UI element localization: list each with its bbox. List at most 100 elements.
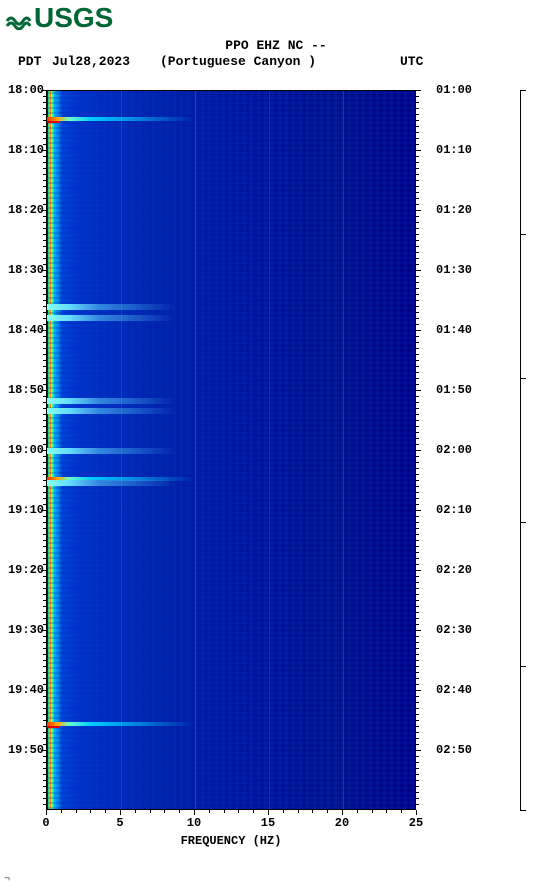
y-minor-tick xyxy=(43,120,46,121)
y-tick-mark xyxy=(41,690,46,691)
y-minor-tick xyxy=(416,732,419,733)
y-minor-tick xyxy=(416,354,419,355)
y-tick-mark xyxy=(41,270,46,271)
y-tick-mark xyxy=(416,90,421,91)
y-tick-mark xyxy=(41,630,46,631)
y-minor-tick xyxy=(416,420,419,421)
x-tick-mark xyxy=(416,810,417,815)
y-minor-tick xyxy=(43,174,46,175)
y-minor-tick xyxy=(416,546,419,547)
chart-title-line1: PPO EHZ NC -- xyxy=(0,38,552,53)
y-minor-tick xyxy=(416,102,419,103)
y-minor-tick xyxy=(416,474,419,475)
y-minor-tick xyxy=(43,288,46,289)
y-minor-tick xyxy=(43,594,46,595)
y-minor-tick xyxy=(43,498,46,499)
y-minor-tick xyxy=(43,732,46,733)
y-minor-tick xyxy=(43,582,46,583)
y-minor-tick xyxy=(43,102,46,103)
x-minor-tick xyxy=(105,810,106,813)
y-axis-left: 18:0018:1018:2018:3018:4018:5019:0019:10… xyxy=(0,90,46,810)
x-tick-label: 15 xyxy=(261,816,275,830)
y-minor-tick xyxy=(43,360,46,361)
y-tick-left: 18:50 xyxy=(0,383,44,397)
seismic-event xyxy=(47,398,415,404)
y-tick-right: 01:00 xyxy=(436,83,472,97)
y-minor-tick xyxy=(43,642,46,643)
y-minor-tick xyxy=(43,564,46,565)
y-minor-tick xyxy=(43,180,46,181)
y-minor-tick xyxy=(43,186,46,187)
y-minor-tick xyxy=(416,384,419,385)
y-tick-mark xyxy=(41,390,46,391)
y-minor-tick xyxy=(416,168,419,169)
y-tick-mark xyxy=(41,330,46,331)
y-minor-tick xyxy=(416,162,419,163)
y-minor-tick xyxy=(416,258,419,259)
x-tick-mark xyxy=(268,810,269,815)
y-minor-tick xyxy=(416,426,419,427)
y-minor-tick xyxy=(43,708,46,709)
y-minor-tick xyxy=(43,306,46,307)
y-minor-tick xyxy=(416,228,419,229)
y-minor-tick xyxy=(416,696,419,697)
y-tick-right: 01:20 xyxy=(436,203,472,217)
y-minor-tick xyxy=(416,492,419,493)
y-minor-tick xyxy=(416,222,419,223)
y-minor-tick xyxy=(43,300,46,301)
colorbar-tick xyxy=(520,522,526,523)
y-minor-tick xyxy=(43,474,46,475)
y-minor-tick xyxy=(43,780,46,781)
y-tick-mark xyxy=(41,150,46,151)
y-minor-tick xyxy=(43,504,46,505)
seismic-event xyxy=(47,480,415,486)
y-minor-tick xyxy=(43,114,46,115)
wave-icon xyxy=(4,6,32,30)
colorbar-tick xyxy=(520,90,526,91)
y-tick-left: 19:00 xyxy=(0,443,44,457)
y-minor-tick xyxy=(416,564,419,565)
y-minor-tick xyxy=(416,114,419,115)
y-minor-tick xyxy=(43,240,46,241)
y-minor-tick xyxy=(43,744,46,745)
y-minor-tick xyxy=(43,684,46,685)
y-minor-tick xyxy=(416,756,419,757)
y-minor-tick xyxy=(43,132,46,133)
y-minor-tick xyxy=(416,702,419,703)
y-minor-tick xyxy=(416,360,419,361)
spectrogram-plot xyxy=(46,90,416,810)
y-minor-tick xyxy=(416,108,419,109)
y-minor-tick xyxy=(43,792,46,793)
y-minor-tick xyxy=(416,96,419,97)
y-minor-tick xyxy=(43,456,46,457)
y-minor-tick xyxy=(416,678,419,679)
y-tick-mark xyxy=(416,570,421,571)
y-tick-mark xyxy=(416,210,421,211)
y-minor-tick xyxy=(416,456,419,457)
x-minor-tick xyxy=(283,810,284,813)
seismic-event xyxy=(47,117,415,121)
y-minor-tick xyxy=(43,246,46,247)
y-minor-tick xyxy=(416,612,419,613)
y-minor-tick xyxy=(43,126,46,127)
y-minor-tick xyxy=(43,786,46,787)
date-label: Jul28,2023 xyxy=(52,54,130,69)
y-minor-tick xyxy=(43,540,46,541)
y-minor-tick xyxy=(43,696,46,697)
y-minor-tick xyxy=(416,726,419,727)
y-minor-tick xyxy=(416,120,419,121)
y-minor-tick xyxy=(416,264,419,265)
y-minor-tick xyxy=(43,234,46,235)
y-minor-tick xyxy=(43,738,46,739)
y-tick-left: 18:20 xyxy=(0,203,44,217)
y-minor-tick xyxy=(416,504,419,505)
x-minor-tick xyxy=(135,810,136,813)
y-minor-tick xyxy=(416,432,419,433)
y-tick-right: 02:00 xyxy=(436,443,472,457)
y-minor-tick xyxy=(43,612,46,613)
y-minor-tick xyxy=(416,642,419,643)
y-tick-left: 19:30 xyxy=(0,623,44,637)
y-minor-tick xyxy=(416,444,419,445)
y-minor-tick xyxy=(43,318,46,319)
y-minor-tick xyxy=(416,318,419,319)
